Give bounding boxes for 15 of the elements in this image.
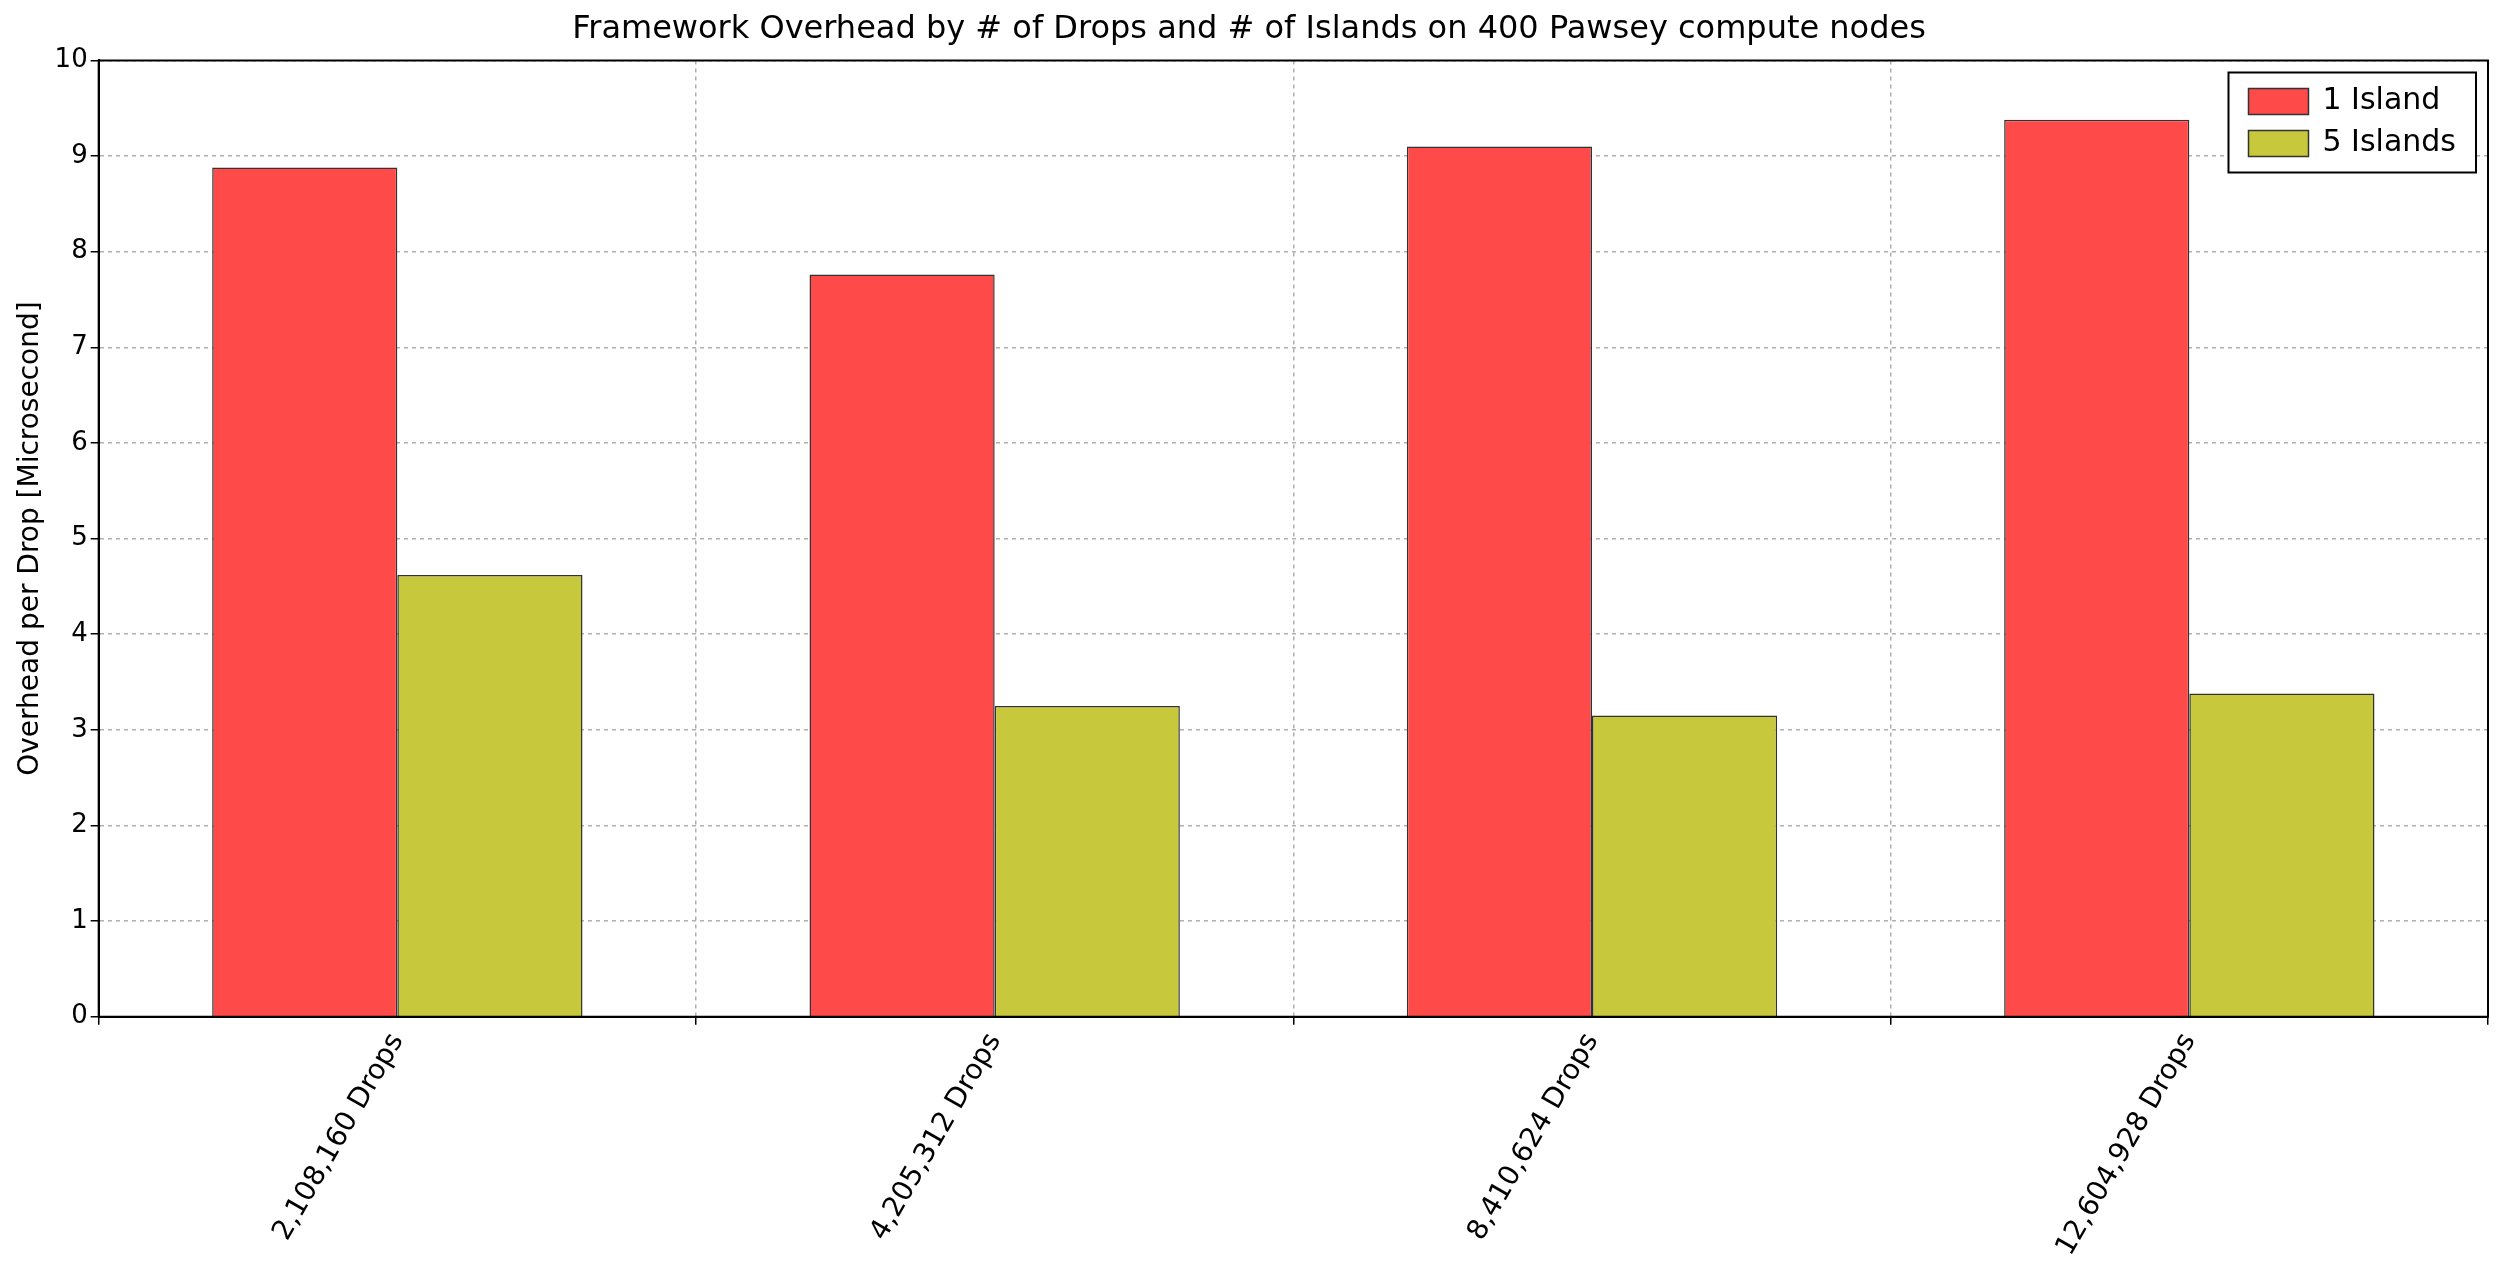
legend-label: 5 Islands [2322, 123, 2457, 159]
y-tick-label: 8 [71, 234, 88, 265]
legend-label: 1 Island [2322, 81, 2441, 117]
y-tick-label: 10 [54, 43, 88, 74]
y-tick-label: 7 [71, 330, 88, 361]
y-tick-label: 5 [71, 521, 88, 552]
y-tick-label: 1 [71, 903, 88, 934]
chart-title: Framework Overhead by # of Drops and # of Islands on 400 Pawsey compute nodes [572, 7, 1926, 46]
y-tick-label: 0 [71, 999, 88, 1030]
y-axis-title: Overhead per Drop [Microsecond] [12, 301, 46, 776]
y-tick-label: 2 [71, 808, 88, 839]
y-tick-label: 4 [71, 616, 88, 647]
y-tick-label: 3 [71, 712, 88, 743]
y-tick-label: 6 [71, 425, 88, 456]
y-tick-label: 9 [71, 138, 88, 169]
